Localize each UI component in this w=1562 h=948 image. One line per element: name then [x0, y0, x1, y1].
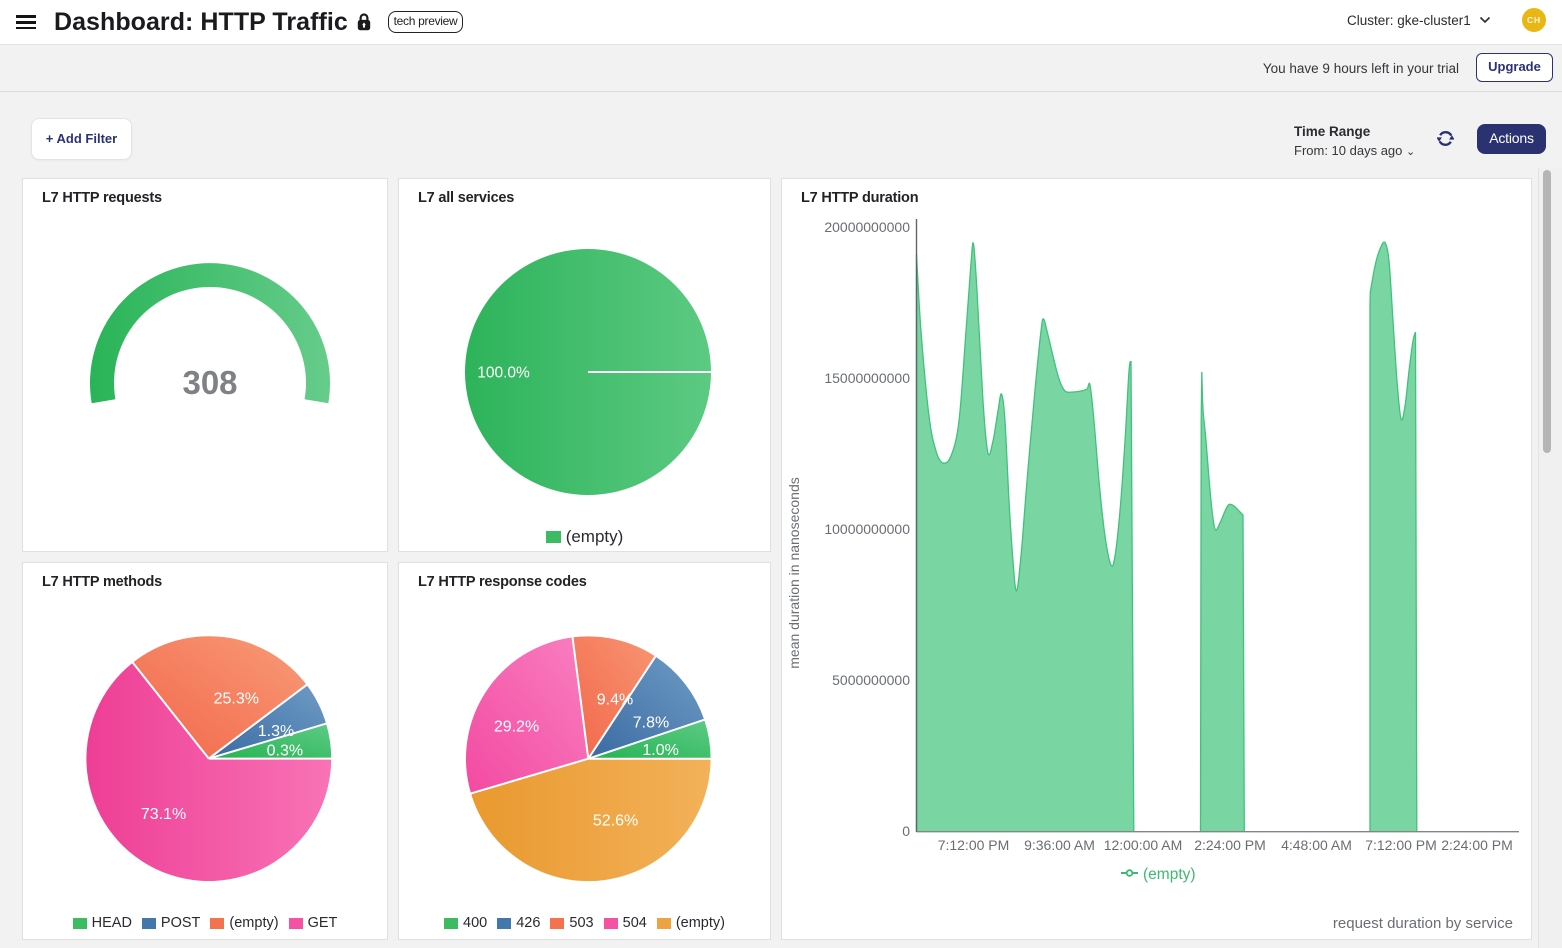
- svg-text:0: 0: [902, 823, 910, 839]
- svg-text:73.1%: 73.1%: [141, 806, 186, 823]
- svg-text:5000000000: 5000000000: [832, 672, 910, 688]
- svg-text:0.3%: 0.3%: [267, 743, 303, 760]
- svg-text:1.0%: 1.0%: [642, 742, 678, 759]
- svg-text:15000000000: 15000000000: [824, 370, 910, 386]
- svg-text:29.2%: 29.2%: [494, 719, 539, 736]
- svg-text:100.0%: 100.0%: [477, 365, 530, 382]
- svg-text:7.8%: 7.8%: [633, 715, 669, 732]
- svg-text:9:36:00 AM: 9:36:00 AM: [1024, 837, 1095, 853]
- svg-text:308: 308: [182, 364, 237, 401]
- svg-text:9.4%: 9.4%: [597, 692, 633, 709]
- svg-text:7:12:00 PM: 7:12:00 PM: [938, 837, 1010, 853]
- svg-text:1.3%: 1.3%: [258, 723, 294, 740]
- svg-text:20000000000: 20000000000: [824, 219, 910, 235]
- svg-text:(empty): (empty): [1143, 866, 1196, 883]
- svg-text:52.6%: 52.6%: [593, 812, 638, 829]
- svg-text:25.3%: 25.3%: [214, 691, 259, 708]
- svg-text:mean duration in nanoseconds: mean duration in nanoseconds: [786, 477, 802, 668]
- svg-text:7:12:00 PM: 7:12:00 PM: [1365, 837, 1437, 853]
- svg-text:12:00:00 AM: 12:00:00 AM: [1104, 837, 1183, 853]
- svg-text:2:24:00 PM: 2:24:00 PM: [1194, 837, 1266, 853]
- svg-text:2:24:00 PM: 2:24:00 PM: [1441, 837, 1513, 853]
- svg-text:request duration by service: request duration by service: [1333, 915, 1513, 932]
- svg-text:10000000000: 10000000000: [824, 521, 910, 537]
- svg-text:4:48:00 AM: 4:48:00 AM: [1281, 837, 1352, 853]
